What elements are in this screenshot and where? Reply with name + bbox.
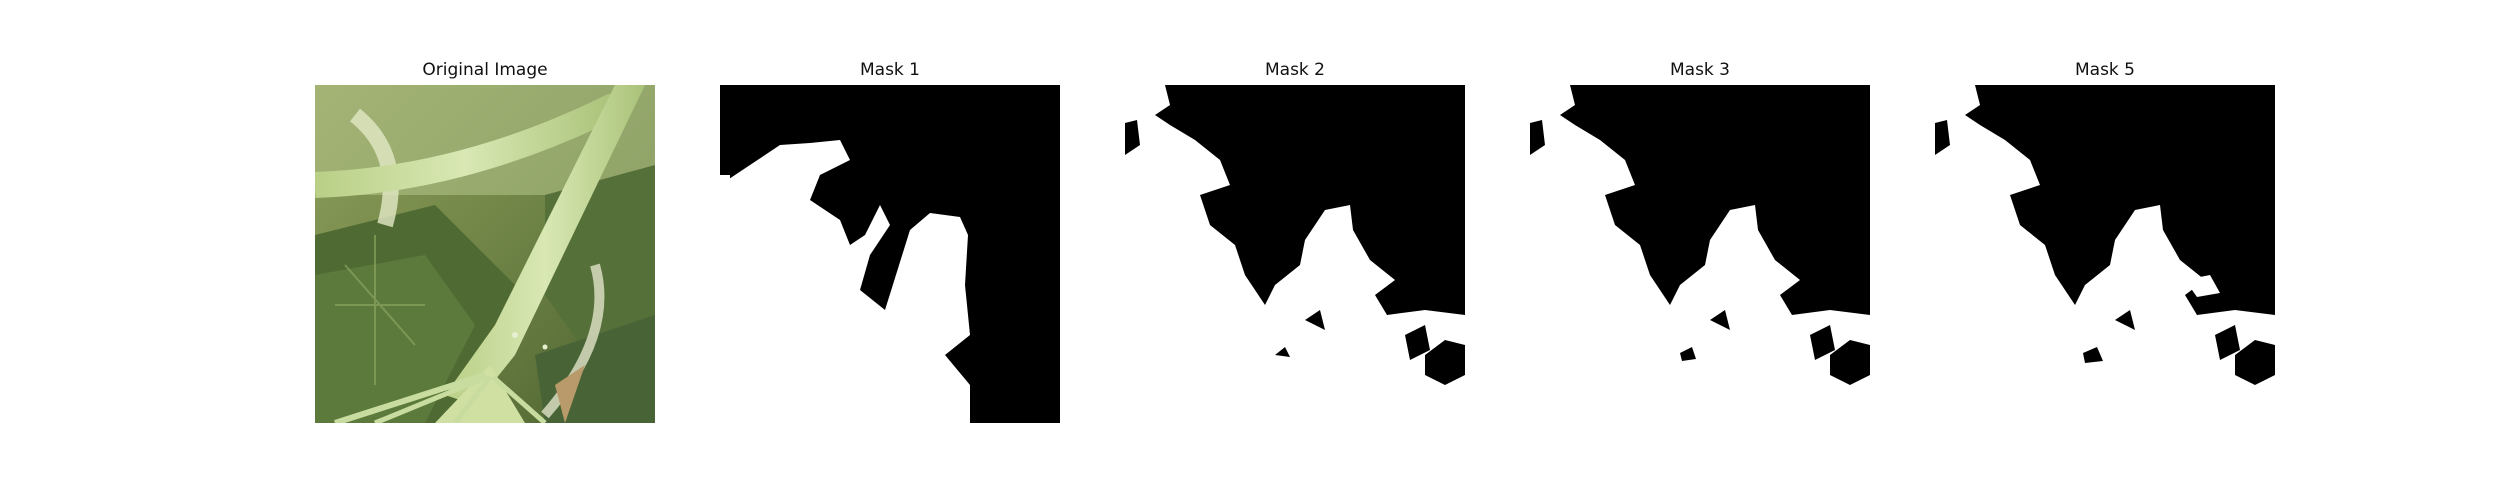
panel-title: Mask 3: [1669, 60, 1730, 80]
original-image: [315, 85, 655, 423]
mask-3-image: [1530, 85, 1870, 423]
panel-title: Mask 2: [1264, 60, 1325, 80]
mask-5-image: [1935, 85, 2275, 423]
panel-mask-2: Mask 2: [1125, 0, 1465, 500]
leaf-photo-graphic: [315, 85, 655, 423]
mask-1-image: [720, 85, 1060, 423]
panel-mask-1: Mask 1: [720, 0, 1060, 500]
mask-2-graphic: [1125, 85, 1465, 423]
panel-title: Mask 1: [859, 60, 920, 80]
panel-mask-5: Mask 5: [1935, 0, 2275, 500]
mask-2-image: [1125, 85, 1465, 423]
mask-3-graphic: [1530, 85, 1870, 423]
mask-5-graphic: [1935, 85, 2275, 423]
panel-title: Original Image: [422, 60, 548, 80]
panel-original-image: Original Image: [315, 0, 655, 500]
panel-mask-3: Mask 3: [1530, 0, 1870, 500]
panel-title: Mask 5: [2074, 60, 2135, 80]
mask-1-graphic: [720, 85, 1060, 423]
